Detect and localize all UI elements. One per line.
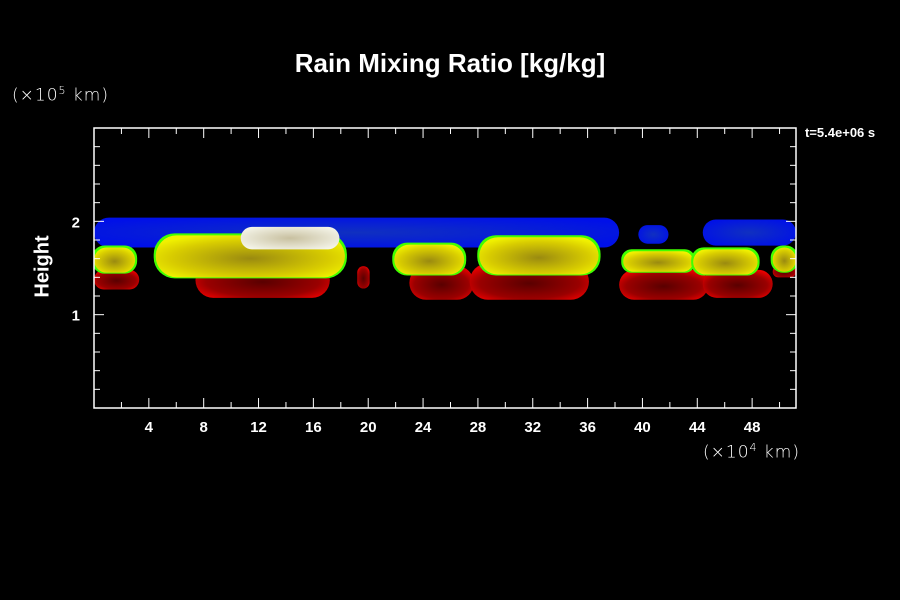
- x-tick-label: 40: [634, 419, 651, 436]
- region-yellow: [94, 247, 136, 273]
- x-tick-label: 20: [360, 419, 377, 436]
- x-tick-label: 44: [689, 419, 706, 436]
- x-unit-base: (×10: [703, 442, 750, 463]
- chart-title: Rain Mixing Ratio [kg/kg]: [294, 48, 606, 78]
- y-unit-exp: 5: [58, 84, 67, 97]
- region-blue: [638, 225, 669, 244]
- x-tick-label: 36: [579, 419, 596, 436]
- region-yellow: [394, 244, 465, 275]
- region-red: [702, 269, 773, 298]
- plot-frame: [93, 127, 797, 409]
- x-tick-label: 48: [744, 419, 761, 436]
- region-white: [240, 226, 340, 250]
- x-tick-label: 4: [145, 419, 154, 436]
- y-unit-tail: km): [66, 85, 109, 106]
- region-yellow: [772, 247, 796, 272]
- x-axis-unit: (×104 km): [703, 441, 800, 463]
- region-yellow: [479, 237, 599, 275]
- x-tick-label: 32: [524, 419, 541, 436]
- region-blue: [702, 219, 796, 246]
- region-red: [357, 266, 370, 289]
- x-tick-label: 28: [470, 419, 487, 436]
- x-tick-label: 12: [250, 419, 267, 436]
- y-tick-label: 1: [72, 308, 80, 325]
- region-red: [619, 269, 709, 300]
- x-unit-exp: 4: [749, 441, 758, 454]
- y-unit-base: (×10: [12, 85, 59, 106]
- x-tick-label: 16: [305, 419, 322, 436]
- region-yellow: [693, 249, 758, 275]
- x-tick-label: 24: [415, 419, 432, 436]
- y-axis-unit: (×105 km): [12, 84, 109, 106]
- x-tick-label: 8: [200, 419, 208, 436]
- region-yellow: [623, 251, 694, 272]
- region-red: [94, 269, 140, 290]
- y-tick-label: 2: [72, 214, 80, 231]
- time-annotation: t=5.4e+06 s: [805, 125, 876, 140]
- x-unit-tail: km): [757, 442, 800, 463]
